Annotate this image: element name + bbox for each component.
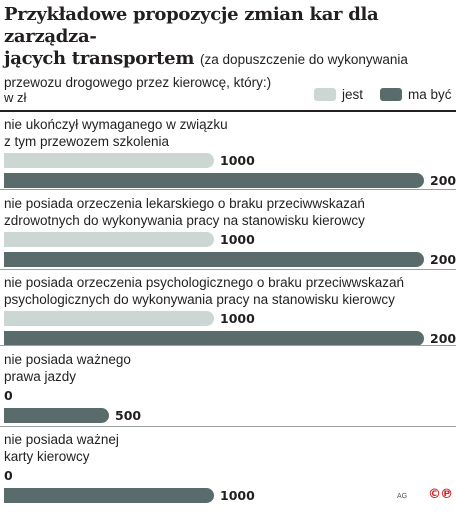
legend-swatch-current — [314, 88, 336, 101]
group-separator — [0, 426, 456, 427]
chart-subtitle: (za dopuszczenie do wykonywania przewozu… — [4, 52, 408, 90]
unit-label: w zł — [4, 90, 27, 105]
value-label-proposed: 2000 — [430, 252, 456, 267]
value-label-proposed: 500 — [115, 408, 142, 423]
legend-swatch-proposed — [380, 88, 402, 101]
value-label-current: 1000 — [220, 232, 255, 247]
bar-proposed — [4, 331, 424, 346]
value-label-current: 1000 — [220, 311, 255, 326]
category-label: nie posiada ważnego prawa jazdy — [4, 352, 131, 384]
bar-current — [4, 232, 214, 247]
bar-proposed — [4, 408, 109, 423]
bar-proposed — [4, 252, 424, 267]
legend-label-current: jest — [342, 87, 364, 102]
group-separator — [0, 345, 456, 346]
bar-current — [4, 311, 214, 326]
category-label: nie ukończył wymaganego w związku z tym … — [4, 117, 228, 149]
value-label-current: 0 — [4, 468, 13, 483]
bar-current — [4, 153, 214, 168]
category-label: nie posiada orzeczenia psychologicznego … — [4, 275, 404, 307]
header-rule — [0, 110, 456, 112]
value-label-proposed: 1000 — [220, 488, 255, 503]
bar-proposed — [4, 488, 214, 503]
chart-title: Przykładowe propozycje zmian kar dla zar… — [4, 4, 452, 94]
legend-proposed: ma być — [380, 87, 452, 102]
value-label-proposed: 2000 — [430, 173, 456, 188]
author-credit: AG — [397, 493, 408, 500]
group-separator — [0, 269, 456, 270]
legend-label-proposed: ma być — [408, 87, 452, 102]
category-label: nie posiada orzeczenia lekarskiego o bra… — [4, 196, 365, 228]
chart-title-main: Przykładowe propozycje zmian kar dla zar… — [4, 4, 379, 69]
legend-current: jest — [314, 87, 363, 102]
bar-proposed — [4, 173, 424, 188]
value-label-current: 1000 — [220, 153, 255, 168]
group-separator — [0, 189, 456, 190]
category-label: nie posiada ważnej karty kierowcy — [4, 432, 119, 464]
publisher-logo: ©℗ — [428, 487, 453, 502]
value-label-current: 0 — [4, 388, 13, 403]
value-label-proposed: 2000 — [430, 331, 456, 346]
